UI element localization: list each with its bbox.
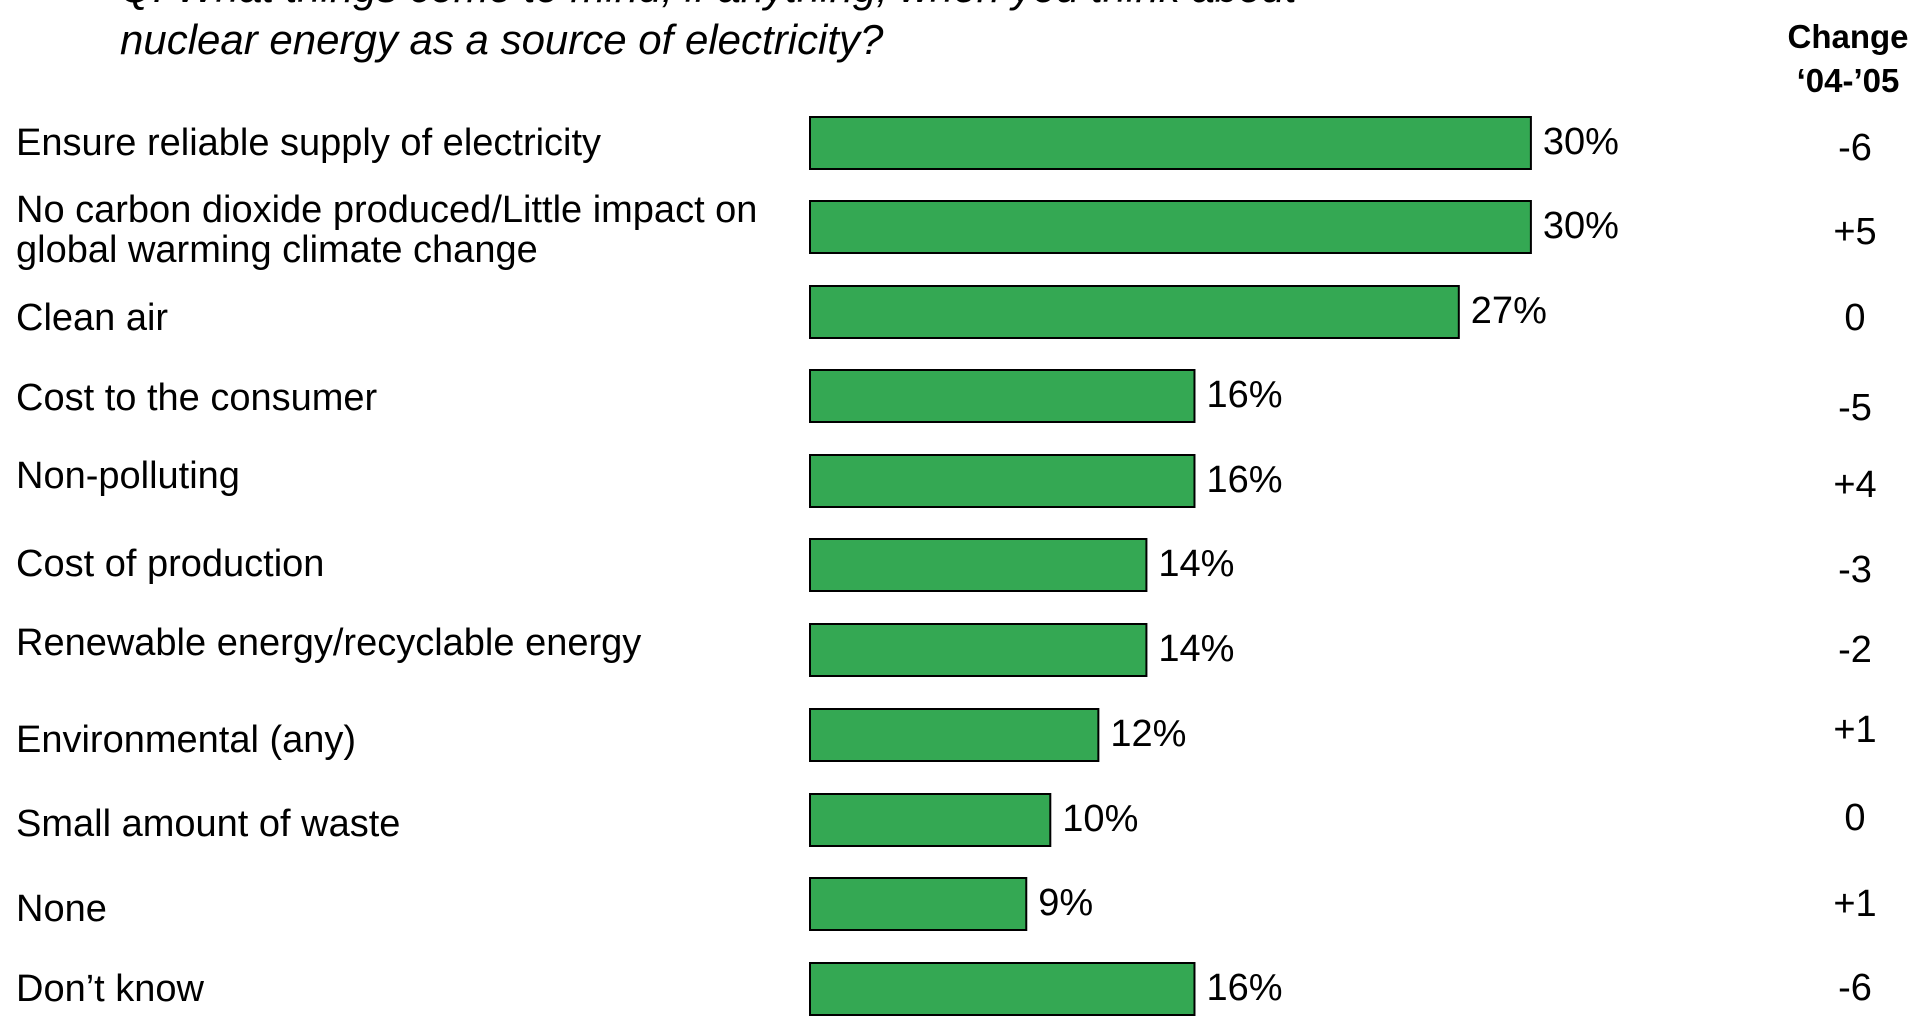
data-label-9: 9%	[1038, 882, 1093, 924]
data-label-3: 16%	[1206, 374, 1282, 416]
category-label-5: Cost of production	[16, 543, 325, 585]
category-label-7: Environmental (any)	[16, 719, 357, 761]
data-label-7: 12%	[1110, 713, 1186, 755]
change-value-6: -2	[1838, 629, 1872, 671]
bar-0	[809, 116, 1532, 170]
change-header-line1: Change	[1787, 18, 1909, 55]
change-value-5: -3	[1838, 549, 1872, 591]
bar-5	[809, 538, 1148, 592]
change-value-10: -6	[1838, 967, 1872, 1009]
change-header-line2: ‘04-’05	[1796, 62, 1900, 99]
category-label-8: Small amount of waste	[16, 803, 401, 845]
category-label-10: Don’t know	[16, 968, 204, 1010]
change-value-7: +1	[1833, 709, 1877, 751]
bar-6	[809, 623, 1148, 677]
bar-7	[809, 708, 1100, 762]
category-label-9: None	[16, 888, 107, 930]
category-label-4: Non-polluting	[16, 455, 240, 497]
change-value-8: 0	[1844, 797, 1866, 839]
data-label-0: 30%	[1543, 121, 1619, 163]
data-label-4: 16%	[1206, 459, 1282, 501]
change-value-3: -5	[1838, 387, 1872, 429]
bar-4	[809, 454, 1196, 508]
change-value-1: +5	[1833, 211, 1877, 253]
category-label-6: Renewable energy/recyclable energy	[16, 622, 642, 664]
survey-question: Q. What things come to mind, if anything…	[120, 0, 1620, 66]
bar-2	[809, 285, 1460, 339]
change-value-0: -6	[1838, 127, 1872, 169]
category-label-3: Cost to the consumer	[16, 377, 378, 419]
change-value-9: +1	[1833, 883, 1877, 925]
change-value-2: 0	[1844, 297, 1866, 339]
data-label-10: 16%	[1206, 967, 1282, 1009]
category-label-1: No carbon dioxide produced/Little impact…	[16, 189, 758, 271]
bar-3	[809, 369, 1196, 423]
survey-question-line1: Q. What things come to mind, if anything…	[120, 0, 1620, 14]
data-label-5: 14%	[1158, 543, 1234, 585]
bar-10	[809, 962, 1196, 1016]
data-label-6: 14%	[1158, 628, 1234, 670]
bar-1	[809, 200, 1532, 254]
survey-question-line2: nuclear energy as a source of electricit…	[120, 16, 884, 63]
data-label-8: 10%	[1062, 798, 1138, 840]
change-column-header: Change ‘04-’05	[1765, 15, 1931, 103]
bar-9	[809, 877, 1028, 931]
bar-8	[809, 793, 1052, 847]
category-label-2: Clean air	[16, 297, 169, 339]
data-label-2: 27%	[1471, 290, 1547, 332]
category-label-0: Ensure reliable supply of electricity	[16, 122, 602, 164]
change-value-4: +4	[1833, 464, 1877, 506]
data-label-1: 30%	[1543, 205, 1619, 247]
